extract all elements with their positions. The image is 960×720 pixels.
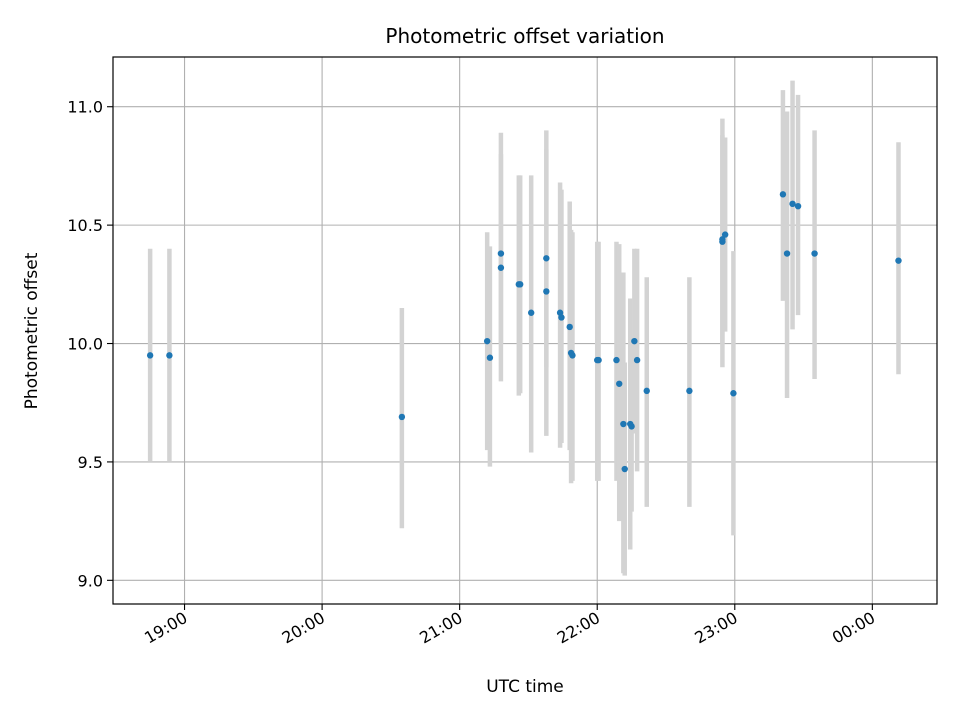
data-points [146,191,902,473]
data-point [166,352,173,359]
data-point [613,356,620,364]
data-point [543,255,550,262]
data-point [811,250,818,257]
data-point [566,323,573,331]
data-point [631,337,638,345]
data-point [620,420,627,428]
y-axis-title: Photometric offset [22,252,42,409]
data-point [146,352,154,359]
data-point [543,288,550,295]
data-point [895,257,902,264]
y-tick-label: 10.0 [67,335,103,354]
data-point [621,465,628,473]
data-point [558,314,565,321]
data-point [643,387,650,395]
data-point [516,281,524,288]
data-point [633,356,641,364]
data-point [794,202,802,210]
y-axis-ticks: 9.0 9.5 10.0 10.5 11.0 [67,98,113,590]
data-point [719,236,726,243]
data-point [569,352,576,359]
data-point [398,413,406,421]
y-tick-label: 10.5 [67,216,103,235]
x-axis-title: UTC time [486,677,564,697]
data-point [686,387,693,395]
data-point [730,390,737,397]
data-point [527,309,535,316]
data-point [628,423,635,430]
y-tick-label: 9.5 [78,453,103,472]
data-point [783,250,791,257]
data-point [616,380,623,387]
y-tick-label: 11.0 [67,98,103,117]
chart-title: Photometric offset variation [385,24,664,48]
data-point [779,191,787,198]
data-point [497,264,505,271]
data-point [595,356,602,364]
y-tick-label: 9.0 [78,571,103,590]
data-point [483,337,491,345]
data-point [486,354,494,361]
data-point [497,250,505,257]
data-point [721,231,729,238]
plot-frame [112,56,938,605]
data-point [789,200,796,208]
